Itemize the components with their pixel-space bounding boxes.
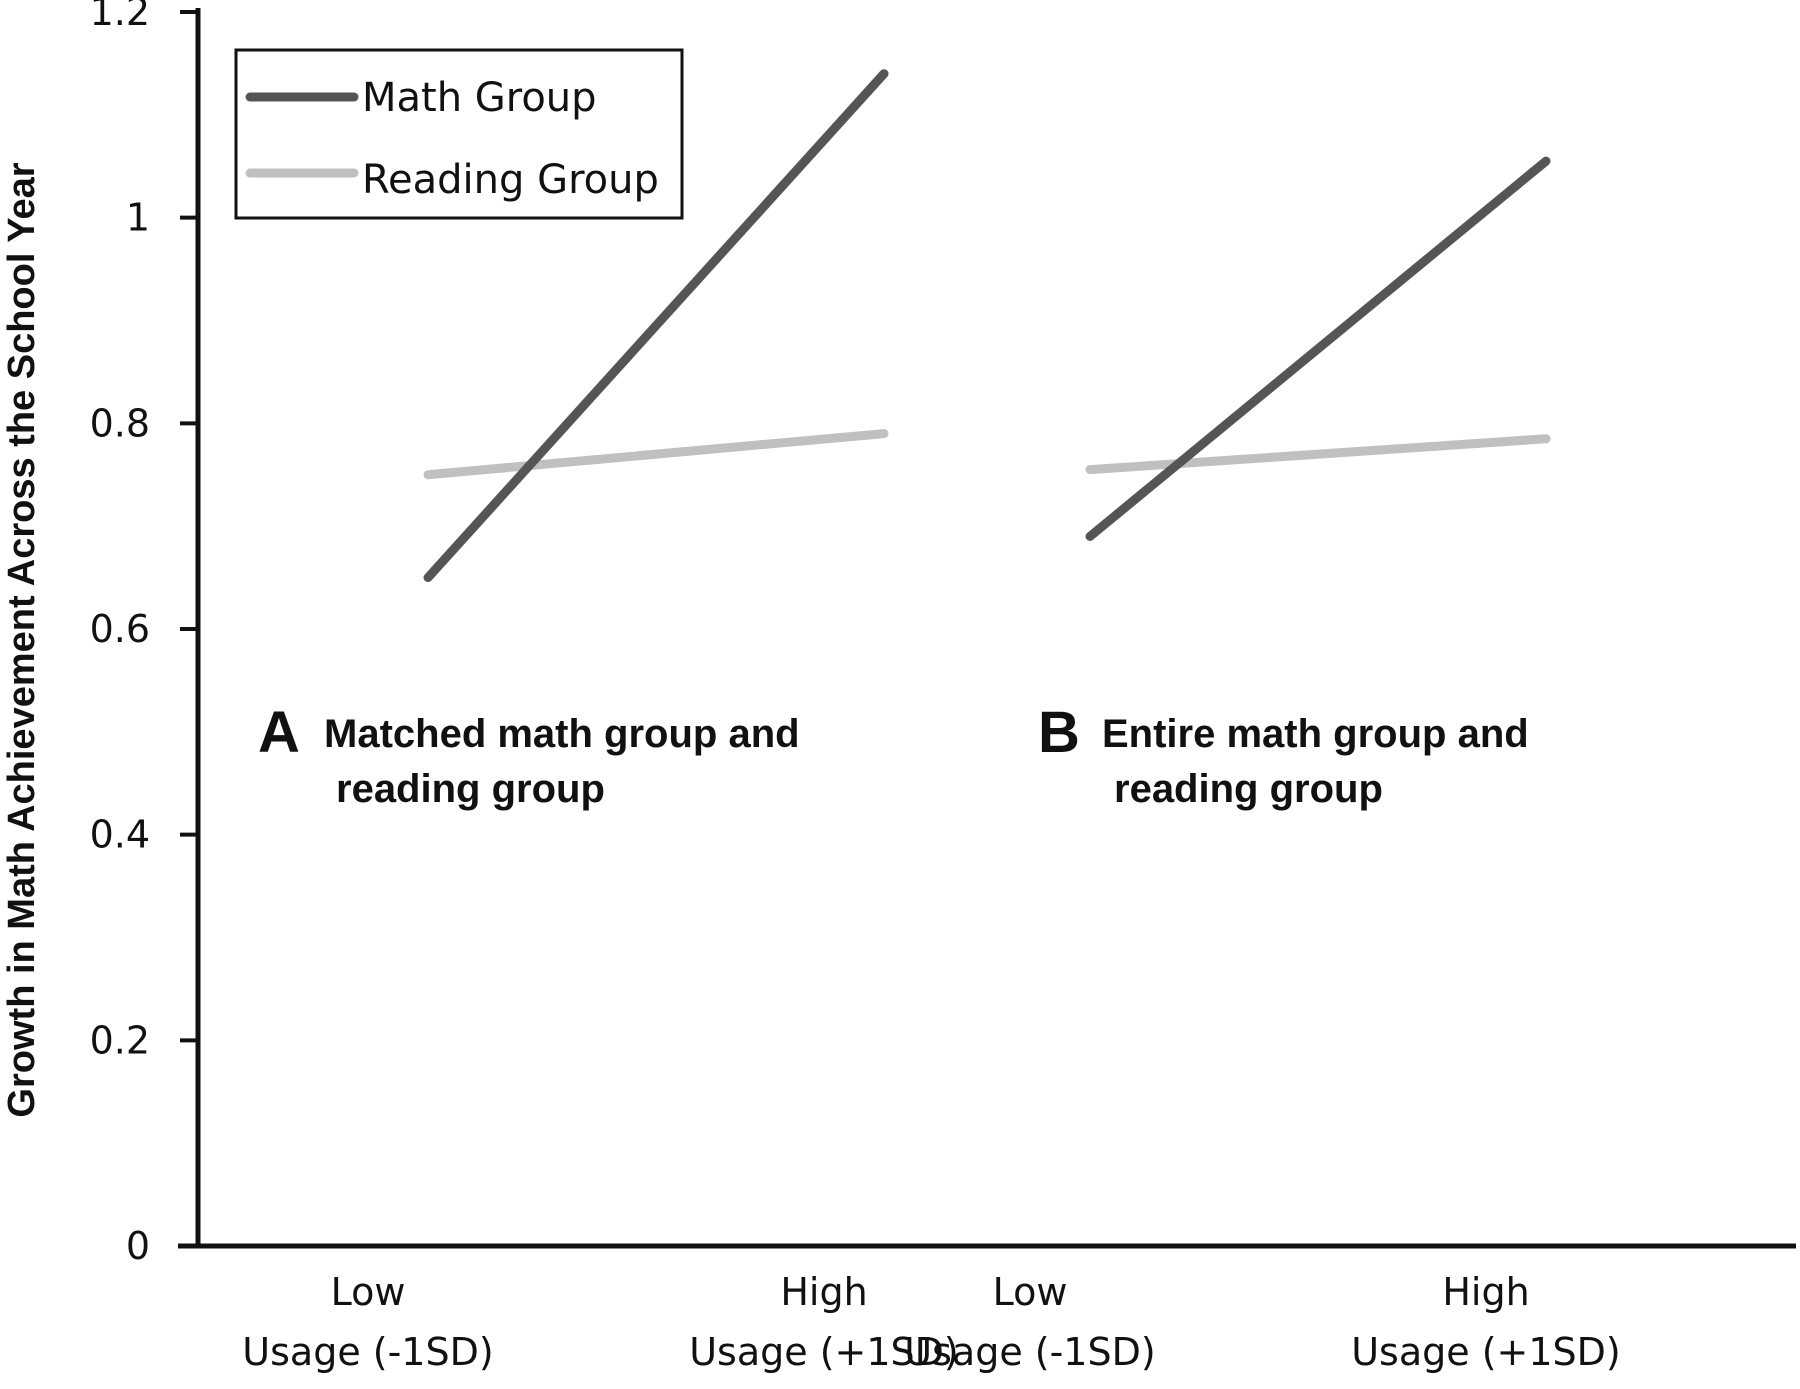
y-tick-label: 0 — [126, 1224, 150, 1268]
x-category-labels: Low Usage (-1SD) High Usage (+1SD) Low Usage … — [242, 1270, 1620, 1374]
x-category-label-line1: High — [780, 1270, 867, 1314]
legend-label-reading: Reading Group — [362, 157, 659, 203]
series-line-math-panel-a — [423, 69, 889, 583]
y-tick-label: 0.6 — [90, 607, 150, 651]
panel-b-letter: B — [1038, 700, 1080, 765]
x-category-label-line1: Low — [993, 1270, 1068, 1314]
panel-b-label: B Entire math group and reading group — [1038, 700, 1529, 811]
y-tick-label: 0.4 — [90, 813, 150, 857]
series-line-reading-panel-a — [423, 429, 889, 480]
panel-b-text-line2: reading group — [1114, 767, 1383, 811]
y-tick-label: 1 — [126, 196, 150, 240]
legend-box — [234, 48, 684, 220]
x-category-label-line2: Usage (+1SD) — [689, 1330, 959, 1374]
series-layer — [423, 69, 1551, 583]
x-category-label-line2: Usage (-1SD) — [242, 1330, 493, 1374]
legend-label-math: Math Group — [362, 75, 597, 121]
y-axis-title: Growth in Math Achievement Across the Sc… — [1, 162, 43, 1117]
panel-a-letter: A — [258, 700, 300, 765]
y-ticks: 0 0.2 0.4 0.6 0.8 1 1.2 — [90, 0, 198, 1268]
x-category-label-line2: Usage (+1SD) — [1351, 1330, 1621, 1374]
series-line-math-panel-b — [1085, 156, 1551, 541]
y-tick-label: 1.2 — [90, 0, 150, 34]
legend: Math Group Reading Group — [234, 48, 684, 220]
x-category-label-line1: Low — [331, 1270, 406, 1314]
x-category-label-line1: High — [1442, 1270, 1529, 1314]
panel-a-label: A Matched math group and reading group — [258, 700, 800, 811]
panel-b-text-line1: Entire math group and — [1102, 712, 1529, 756]
y-tick-label: 0.8 — [90, 401, 150, 445]
panel-a-text-line1: Matched math group and — [324, 712, 800, 756]
x-category-label-line2: Usage (-1SD) — [904, 1330, 1155, 1374]
y-tick-label: 0.2 — [90, 1018, 150, 1062]
series-line-reading-panel-b — [1085, 434, 1551, 475]
panel-a-text-line2: reading group — [336, 767, 605, 811]
